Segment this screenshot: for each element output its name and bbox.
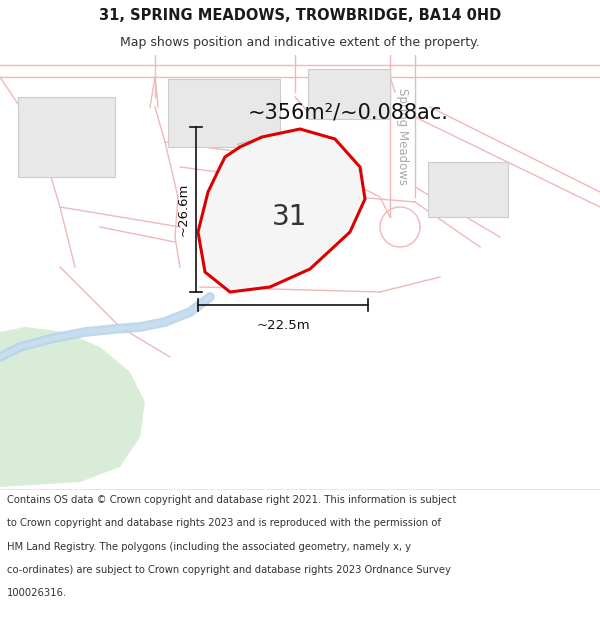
Text: 100026316.: 100026316. [7,588,67,598]
Polygon shape [308,69,390,119]
Text: 31: 31 [272,203,308,231]
Text: 31, SPRING MEADOWS, TROWBRIDGE, BA14 0HD: 31, SPRING MEADOWS, TROWBRIDGE, BA14 0HD [99,8,501,23]
Polygon shape [168,79,280,147]
Text: ~356m²/~0.088ac.: ~356m²/~0.088ac. [248,102,449,122]
Polygon shape [198,129,365,292]
Text: ~26.6m: ~26.6m [176,182,190,236]
Text: ~22.5m: ~22.5m [256,319,310,332]
Polygon shape [238,132,295,174]
Text: Spring Meadows: Spring Meadows [395,89,409,186]
Text: to Crown copyright and database rights 2023 and is reproduced with the permissio: to Crown copyright and database rights 2… [7,519,441,529]
Polygon shape [18,97,115,177]
Text: HM Land Registry. The polygons (including the associated geometry, namely x, y: HM Land Registry. The polygons (includin… [7,542,411,552]
Text: Map shows position and indicative extent of the property.: Map shows position and indicative extent… [120,36,480,49]
Text: co-ordinates) are subject to Crown copyright and database rights 2023 Ordnance S: co-ordinates) are subject to Crown copyr… [7,565,451,575]
Polygon shape [0,327,145,487]
Text: Contains OS data © Crown copyright and database right 2021. This information is : Contains OS data © Crown copyright and d… [7,495,457,505]
Polygon shape [428,162,508,217]
